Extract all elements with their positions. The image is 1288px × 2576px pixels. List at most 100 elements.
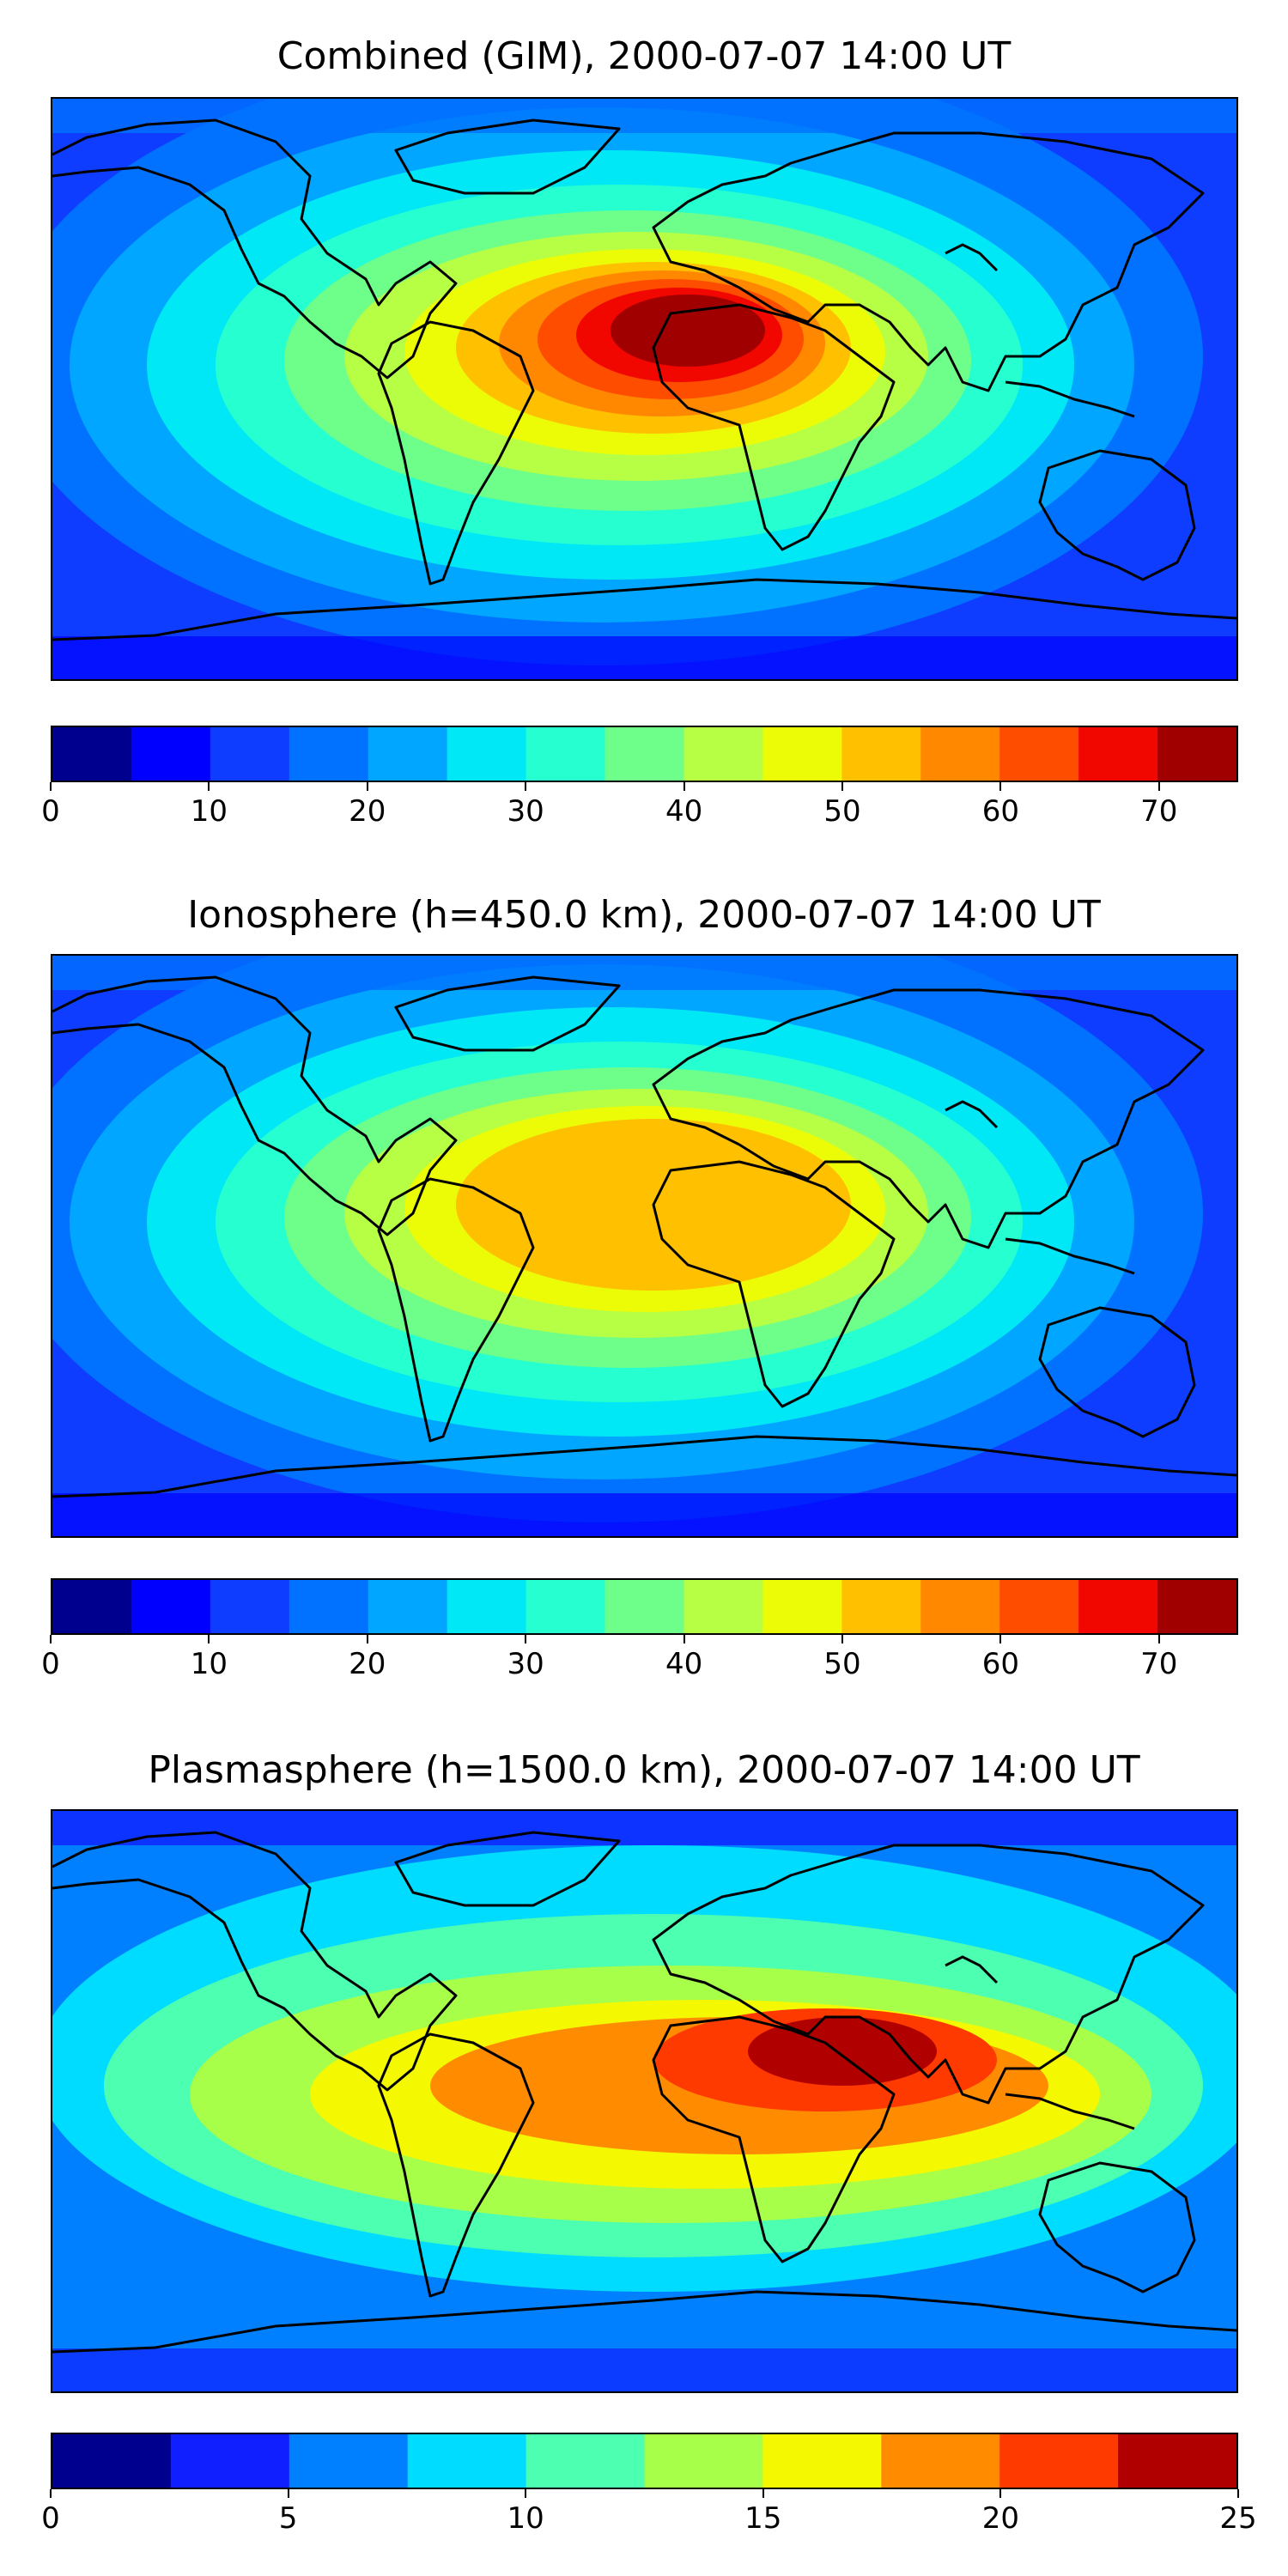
colorbar-tick-label: 70 xyxy=(1140,1647,1178,1681)
coastline xyxy=(52,1831,458,2092)
colorbar-tick xyxy=(1157,1635,1160,1643)
colorbar-tick xyxy=(999,782,1002,791)
colorbar-tick-label: 10 xyxy=(190,1647,228,1681)
coastline xyxy=(377,2032,535,2298)
colorbar-swatch xyxy=(920,727,1000,781)
colorbar-tick-label: 30 xyxy=(507,794,544,829)
coastline xyxy=(1005,2093,1135,2130)
colorbar-swatch xyxy=(368,727,448,781)
colorbar-swatch xyxy=(683,1580,763,1633)
panel-3-colorbar-ticks: 0 5 10 15 20 25 xyxy=(41,2489,1257,2541)
panel-2-map xyxy=(51,954,1238,1538)
colorbar-swatch xyxy=(605,727,684,781)
colorbar-swatch xyxy=(210,1580,290,1633)
colorbar-tick xyxy=(762,2489,764,2498)
coastline xyxy=(52,118,458,380)
panel-2-colorbar-svg xyxy=(52,1580,1236,1633)
colorbar-swatch xyxy=(644,2434,763,2488)
colorbar-tick-label: 20 xyxy=(349,794,386,829)
colorbar-swatch xyxy=(131,1580,211,1633)
colorbar-tick-label: 60 xyxy=(981,1647,1020,1681)
panel-1-map-svg xyxy=(52,99,1236,679)
colorbar-swatch xyxy=(368,1580,448,1633)
colorbar-swatch xyxy=(1157,727,1236,781)
colorbar-tick-label: 30 xyxy=(507,1647,544,1681)
colorbar-tick xyxy=(999,2489,1002,2498)
colorbar-tick xyxy=(841,1635,843,1643)
colorbar-swatch xyxy=(999,727,1079,781)
colorbar-tick xyxy=(1237,2489,1239,2498)
panel-2-colorbar xyxy=(51,1578,1238,1635)
coastline xyxy=(652,303,896,551)
colorbar-swatch xyxy=(1157,1580,1236,1633)
colorbar-swatch xyxy=(289,1580,369,1633)
coastline xyxy=(652,988,1205,1249)
coastline xyxy=(1005,1237,1135,1275)
colorbar-swatch xyxy=(289,727,369,781)
coastline xyxy=(1038,1306,1196,1438)
coastline xyxy=(945,1955,999,1984)
colorbar-tick xyxy=(208,782,210,791)
colorbar-tick-label: 0 xyxy=(41,1647,60,1681)
colorbar-swatch xyxy=(52,1580,132,1633)
panel-1-colorbar xyxy=(51,726,1238,782)
panel-3-map-svg xyxy=(52,1811,1236,2391)
colorbar-tick-label: 50 xyxy=(823,1647,861,1681)
colorbar-tick-label: 5 xyxy=(278,2501,298,2536)
colorbar-tick xyxy=(841,782,843,791)
colorbar-swatch xyxy=(447,727,527,781)
colorbar-tick-label: 40 xyxy=(665,794,703,829)
panel-2-title: Ionosphere (h=450.0 km), 2000-07-07 14:0… xyxy=(187,893,1101,937)
coastline xyxy=(52,2290,1236,2354)
colorbar-swatch xyxy=(1078,727,1158,781)
panel-2-map-svg xyxy=(52,956,1236,1536)
coastline xyxy=(945,243,999,272)
contour-band xyxy=(611,1151,765,1224)
colorbar-tick xyxy=(366,1635,368,1643)
coastline xyxy=(652,131,1205,392)
colorbar-tick-label: 70 xyxy=(1140,794,1178,829)
colorbar-tick xyxy=(1157,782,1160,791)
colorbar-swatch xyxy=(526,727,606,781)
colorbar-tick xyxy=(683,1635,685,1643)
colorbar-swatch xyxy=(1118,2434,1236,2488)
colorbar-tick xyxy=(287,2489,289,2498)
colorbar-swatch xyxy=(526,1580,606,1633)
coastline xyxy=(52,975,458,1236)
colorbar-swatch xyxy=(999,2434,1119,2488)
colorbar-tick-label: 20 xyxy=(349,1647,386,1681)
coastline xyxy=(52,1435,1236,1498)
colorbar-tick xyxy=(683,782,685,791)
colorbar-tick xyxy=(525,1635,527,1643)
contour-band xyxy=(611,295,765,367)
colorbar-swatch xyxy=(131,727,211,781)
coastline xyxy=(652,1844,1205,2105)
colorbar-tick-label: 15 xyxy=(744,2501,782,2536)
colorbar-swatch xyxy=(289,2434,409,2488)
panel-1-colorbar-ticks: 0 10 20 30 40 50 60 70 xyxy=(41,782,1238,834)
panel-1-map xyxy=(51,97,1238,681)
colorbar-tick xyxy=(999,1635,1002,1643)
panel-2-colorbar-ticks: 0 10 20 30 40 50 60 70 xyxy=(41,1635,1238,1686)
colorbar-swatch xyxy=(407,2434,527,2488)
coastline xyxy=(394,1831,621,1907)
colorbar-tick xyxy=(525,2489,527,2498)
colorbar-swatch xyxy=(447,1580,527,1633)
colorbar-tick-label: 40 xyxy=(665,1647,703,1681)
panel-3-title: Plasmasphere (h=1500.0 km), 2000-07-07 1… xyxy=(148,1748,1140,1792)
colorbar-tick xyxy=(525,782,527,791)
coastline xyxy=(52,578,1236,641)
colorbar-swatch xyxy=(762,1580,842,1633)
colorbar-swatch xyxy=(605,1580,684,1633)
panel-1-title: Combined (GIM), 2000-07-07 14:00 UT xyxy=(276,34,1012,78)
coastline xyxy=(945,1100,999,1129)
colorbar-swatch xyxy=(683,727,763,781)
colorbar-swatch xyxy=(210,727,290,781)
panel-3-colorbar-svg xyxy=(52,2434,1236,2488)
colorbar-swatch xyxy=(762,727,842,781)
colorbar-tick-label: 50 xyxy=(823,794,861,829)
coastline xyxy=(652,2015,896,2263)
colorbar-tick xyxy=(50,1635,52,1643)
panel-3-colorbar xyxy=(51,2433,1238,2489)
colorbar-tick-label: 60 xyxy=(981,794,1020,829)
